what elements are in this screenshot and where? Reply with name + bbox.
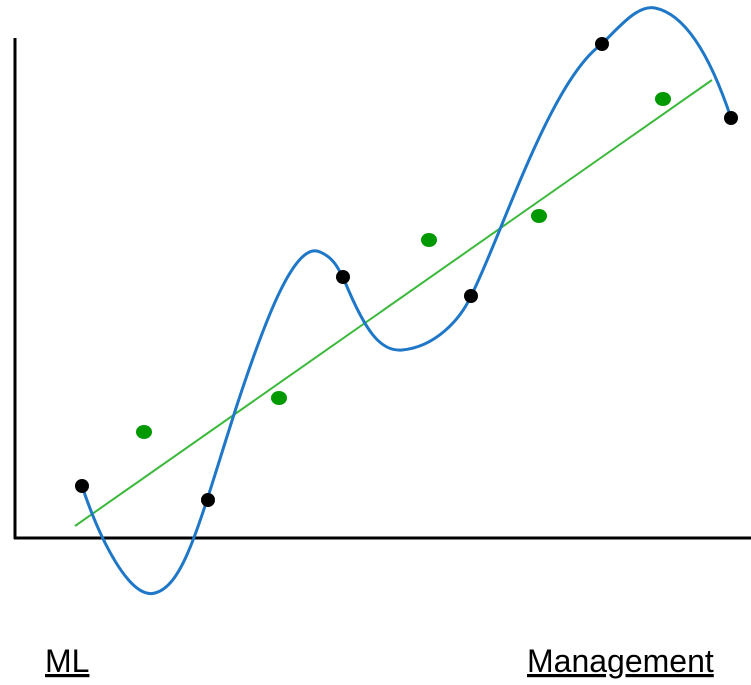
point	[724, 111, 738, 125]
right-label: Management	[527, 643, 714, 679]
point	[655, 92, 671, 106]
point	[421, 233, 437, 247]
point	[201, 493, 215, 507]
point	[595, 37, 609, 51]
overfit-curve	[80, 6, 733, 595]
left-label: ML	[45, 643, 89, 679]
black-points	[75, 37, 738, 507]
green-points	[136, 92, 671, 439]
fit-line	[74, 79, 713, 527]
point	[336, 270, 350, 284]
point	[75, 479, 89, 493]
point	[271, 391, 287, 405]
point	[464, 289, 478, 303]
point	[531, 209, 547, 223]
point	[136, 425, 152, 439]
